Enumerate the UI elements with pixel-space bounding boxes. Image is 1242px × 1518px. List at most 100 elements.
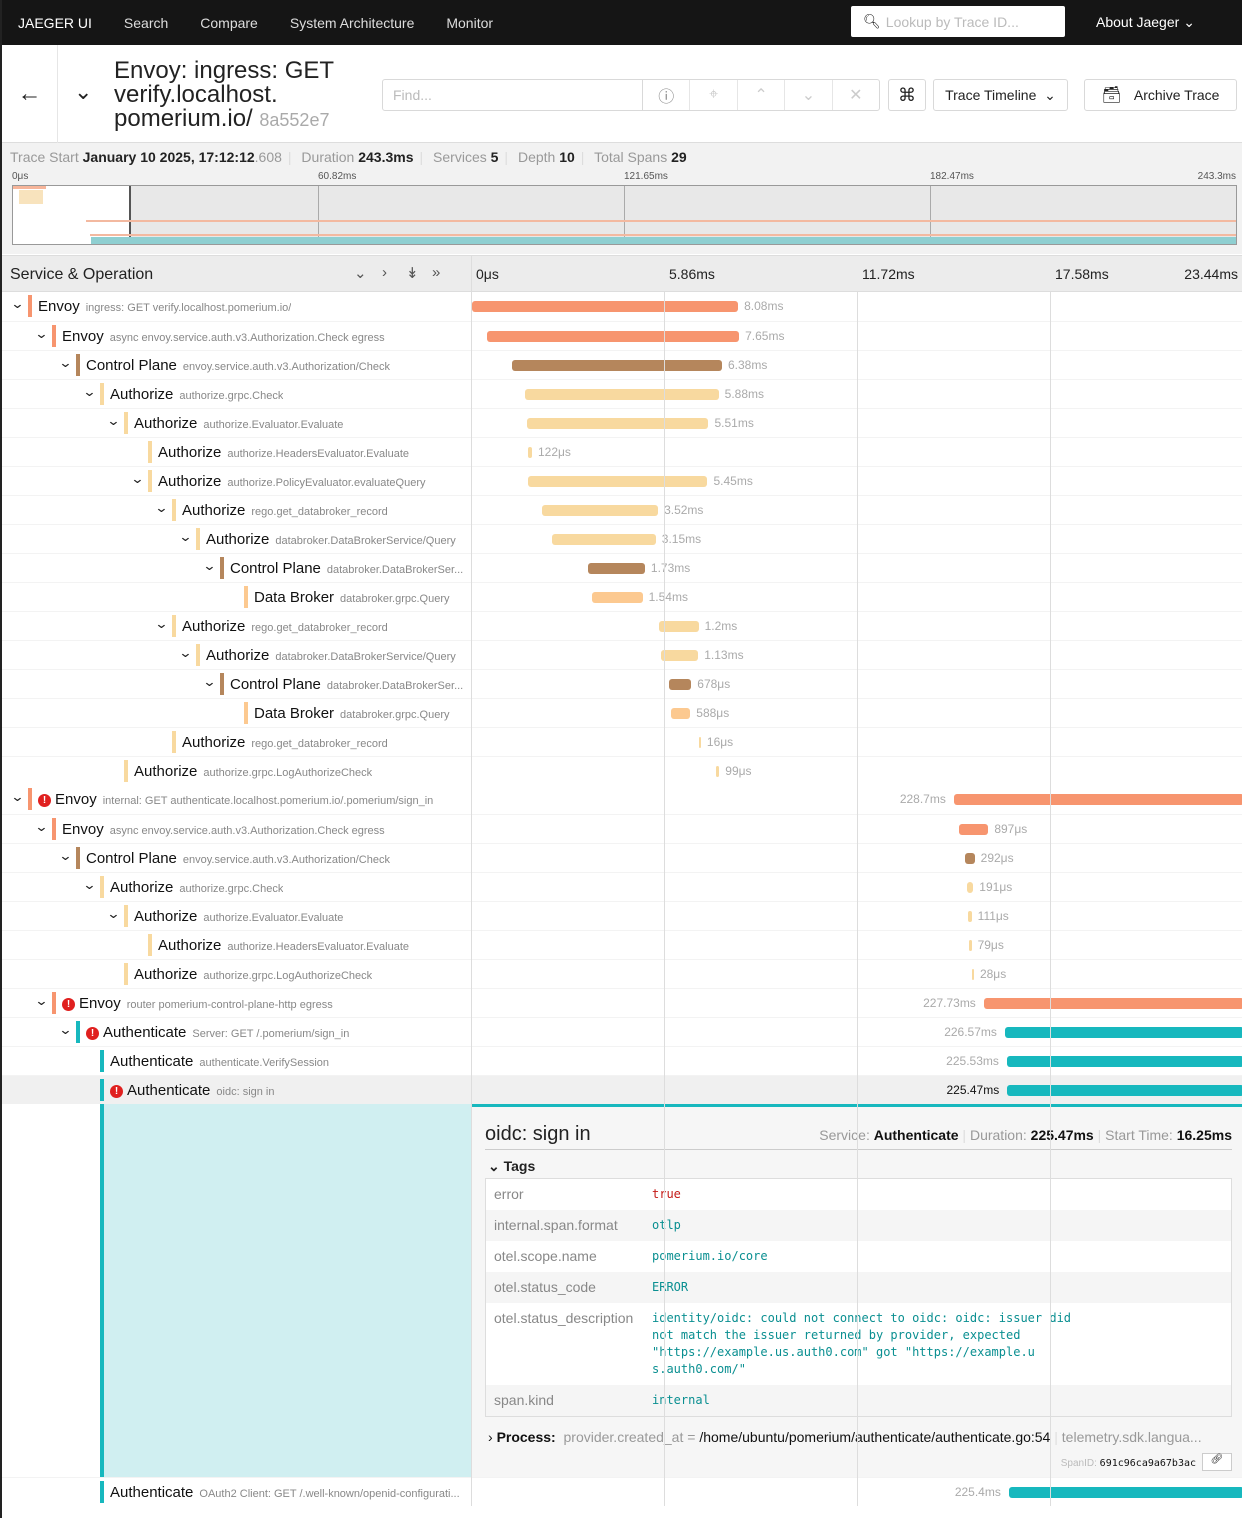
span-row[interactable]: ⌄ Authorize authorize.grpc.Check 5.88ms [2, 379, 1242, 408]
span-bar[interactable] [668, 679, 692, 690]
span-row[interactable]: ⌄ Control Plane databroker.DataBrokerSer..… [2, 669, 1242, 698]
span-name[interactable]: Authorize authorize.grpc.LogAuthorizeChec… [134, 966, 372, 984]
clear-icon[interactable]: ✕ [849, 87, 863, 104]
chevron-down-icon[interactable]: ⌄ [34, 326, 49, 341]
span-bar[interactable] [716, 766, 720, 777]
chevron-down-icon[interactable]: ⌄ [58, 848, 73, 863]
span-row[interactable]: ⌄ Authorize authorize.Evaluator.Evaluate 11… [2, 901, 1242, 930]
span-name[interactable]: ! Authenticate oidc: sign in [110, 1082, 275, 1100]
process-toggle[interactable]: › Process: provider.created_at = /home/u… [488, 1429, 1202, 1445]
span-bar[interactable] [698, 737, 701, 748]
span-row[interactable]: ⌄ Control Plane envoy.service.auth.v3.Auth… [2, 350, 1242, 379]
span-name[interactable]: Authenticate authenticate.VerifySession [110, 1053, 329, 1071]
chevron-down-icon[interactable]: ⌄ [178, 529, 193, 544]
span-name[interactable]: Authorize databroker.DataBrokerService/Qu… [206, 531, 456, 549]
span-name[interactable]: Authorize authorize.Evaluator.Evaluate [134, 415, 343, 433]
span-name[interactable]: Authorize authorize.HeadersEvaluator.Eval… [158, 444, 409, 462]
back-arrow-icon[interactable]: ← [2, 45, 58, 143]
nav-compare[interactable]: Compare [200, 14, 258, 31]
span-name[interactable]: ! Envoy internal: GET authenticate.localho… [38, 791, 433, 809]
span-bar[interactable] [472, 301, 739, 312]
chevron-down-icon[interactable]: ⌄ [202, 674, 217, 689]
span-bar[interactable] [527, 476, 708, 487]
span-name[interactable]: Control Plane envoy.service.auth.v3.Autho… [86, 357, 390, 375]
span-name[interactable]: Authorize authorize.PolicyEvaluator.evalu… [158, 473, 426, 491]
span-bar[interactable] [968, 911, 972, 922]
span-name[interactable]: Control Plane databroker.DataBrokerSer... [230, 676, 463, 694]
expand-one-icon[interactable]: › [382, 264, 387, 281]
span-row[interactable]: ⌄ ! Envoy internal: GET authenticate.localh… [2, 785, 1242, 814]
span-bar[interactable] [670, 708, 691, 719]
span-bar[interactable] [552, 534, 656, 545]
span-bar[interactable] [968, 940, 972, 951]
span-bar[interactable] [1006, 1056, 1242, 1067]
span-name[interactable]: Authorize databroker.DataBrokerService/Qu… [206, 647, 456, 665]
span-row[interactable]: ⌄ Authorize databroker.DataBrokerService/Q… [2, 524, 1242, 553]
next-result-icon[interactable]: ⌄ [785, 80, 833, 110]
trace-id-lookup-input[interactable]: 🔍︎ Lookup by Trace ID... [851, 6, 1065, 37]
span-bar[interactable] [1007, 1085, 1242, 1096]
chevron-down-icon[interactable]: ⌄ [74, 79, 93, 104]
find-input[interactable]: Find... [383, 80, 643, 110]
archive-trace-button[interactable]: 🗃︎ Archive Trace [1084, 79, 1237, 111]
span-name[interactable]: Authorize rego.get_databroker_record [182, 734, 388, 752]
span-bar[interactable] [591, 592, 643, 603]
chevron-down-icon[interactable]: ⌄ [34, 993, 49, 1008]
span-bar[interactable] [983, 998, 1242, 1009]
span-bar[interactable] [953, 794, 1242, 805]
chevron-down-icon[interactable]: ⌄ [82, 877, 97, 892]
span-row[interactable]: Authorize authorize.grpc.LogAuthorizeChec… [2, 756, 1242, 785]
span-bar[interactable] [1004, 1027, 1242, 1038]
span-row[interactable]: ! Authenticate oidc: sign in 225.47ms [2, 1075, 1242, 1104]
span-name[interactable]: Authenticate OAuth2 Client: GET /.well-kn… [110, 1484, 460, 1502]
span-name[interactable]: Envoy ingress: GET verify.localhost.pomer… [38, 298, 291, 316]
chevron-down-icon[interactable]: ⌄ [82, 384, 97, 399]
span-bar[interactable] [527, 447, 532, 458]
span-row[interactable]: Authorize authorize.HeadersEvaluator.Eval… [2, 437, 1242, 466]
copy-link-button[interactable]: 🔗︎ [1202, 1453, 1232, 1471]
span-row[interactable]: Data Broker databroker.grpc.Query 1.54ms [2, 582, 1242, 611]
span-row[interactable]: Authorize authorize.HeadersEvaluator.Eval… [2, 930, 1242, 959]
span-name[interactable]: Authorize authorize.grpc.LogAuthorizeChec… [134, 763, 372, 781]
span-name[interactable]: Authorize rego.get_databroker_record [182, 502, 388, 520]
span-row[interactable]: ⌄ ! Envoy router pomerium-control-plane-htt… [2, 988, 1242, 1017]
span-row[interactable]: ⌄ Authorize authorize.PolicyEvaluator.eval… [2, 466, 1242, 495]
chevron-down-icon[interactable]: ⌄ [58, 1022, 73, 1037]
span-name[interactable]: Data Broker databroker.grpc.Query [254, 705, 450, 723]
span-name[interactable]: Envoy async envoy.service.auth.v3.Authori… [62, 328, 385, 346]
span-row[interactable]: ⌄ Envoy async envoy.service.auth.v3.Author… [2, 321, 1242, 350]
span-name[interactable]: ! Envoy router pomerium-control-plane-http… [62, 995, 333, 1013]
span-row[interactable]: ⌄ Authorize authorize.grpc.Check 191μs [2, 872, 1242, 901]
span-row[interactable]: ⌄ Control Plane envoy.service.auth.v3.Auth… [2, 843, 1242, 872]
nav-monitor[interactable]: Monitor [446, 14, 494, 31]
minimap-canvas[interactable] [12, 185, 1237, 245]
span-row[interactable]: Authenticate OAuth2 Client: GET /.well-kn… [2, 1477, 1242, 1506]
chevron-down-icon[interactable]: ⌄ [10, 789, 25, 804]
span-bar[interactable] [527, 418, 709, 429]
span-row[interactable]: ⌄ Authorize rego.get_databroker_record 1.2m… [2, 611, 1242, 640]
chevron-down-icon[interactable]: ⌄ [34, 819, 49, 834]
span-name[interactable]: Authorize authorize.Evaluator.Evaluate [134, 908, 343, 926]
span-row[interactable]: Authenticate authenticate.VerifySession 22… [2, 1046, 1242, 1075]
span-name[interactable]: Authorize authorize.grpc.Check [110, 386, 283, 404]
span-bar[interactable] [1008, 1487, 1242, 1498]
column-divider[interactable] [471, 255, 472, 1506]
span-row[interactable]: Authorize authorize.grpc.LogAuthorizeChec… [2, 959, 1242, 988]
chevron-down-icon[interactable]: ⌄ [154, 500, 169, 515]
prev-result-icon[interactable]: ⌃ [738, 80, 786, 110]
span-name[interactable]: Authorize authorize.grpc.Check [110, 879, 283, 897]
span-name[interactable]: Authorize rego.get_databroker_record [182, 618, 388, 636]
span-name[interactable]: Authorize authorize.HeadersEvaluator.Eval… [158, 937, 409, 955]
chevron-down-icon[interactable]: ⌄ [202, 558, 217, 573]
chevron-down-icon[interactable]: ⌄ [130, 471, 145, 486]
chevron-down-icon[interactable]: ⌄ [106, 413, 121, 428]
nav-search[interactable]: Search [123, 14, 169, 31]
span-bar[interactable] [487, 331, 740, 342]
span-name[interactable]: Control Plane databroker.DataBrokerSer... [230, 560, 463, 578]
span-row[interactable]: ⌄ Envoy ingress: GET verify.localhost.pome… [2, 292, 1242, 321]
chevron-down-icon[interactable]: ⌄ [178, 645, 193, 660]
collapse-one-icon[interactable]: ⌄ [354, 265, 367, 282]
expand-all-icon[interactable]: » [432, 264, 441, 281]
span-bar[interactable] [659, 621, 699, 632]
chevron-down-icon[interactable]: ⌄ [154, 616, 169, 631]
